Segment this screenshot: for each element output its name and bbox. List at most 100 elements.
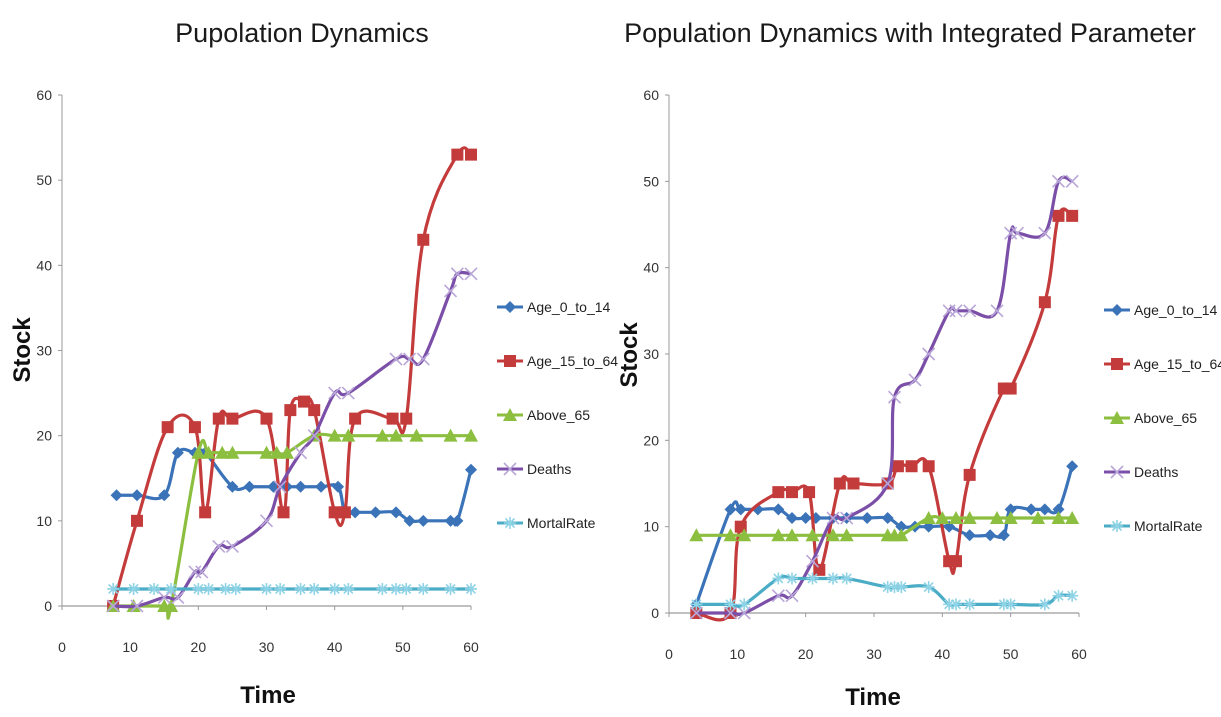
series-Age_0_to_14 [110, 446, 477, 527]
data-point [962, 511, 977, 525]
data-point [963, 304, 977, 318]
data-point [813, 563, 826, 576]
data-point [308, 404, 321, 417]
data-point [389, 352, 403, 366]
data-point [332, 480, 345, 493]
series-MortalRate [690, 572, 1079, 611]
data-point [349, 412, 362, 425]
legend-marker [504, 517, 516, 529]
data-point [805, 528, 820, 542]
y-tick-label: 30 [643, 346, 659, 362]
data-point [803, 486, 816, 499]
data-point [833, 477, 846, 490]
series-line-Above_65 [113, 432, 471, 620]
data-point [786, 512, 798, 525]
data-point [188, 421, 201, 434]
data-point [881, 512, 894, 525]
y-tick-label: 0 [651, 605, 659, 621]
chart-1-axes: 0 10 20 30 40 50 60 0 10 20 30 40 50 60 [36, 87, 479, 655]
legend-label: Deaths [1134, 464, 1178, 480]
data-point [342, 582, 355, 595]
x-tick-label: 40 [935, 646, 951, 662]
x-tick-label: 0 [58, 639, 66, 655]
data-point [922, 347, 936, 361]
legend-marker [1111, 358, 1123, 370]
data-point [327, 428, 342, 442]
data-point [130, 514, 143, 527]
data-point [465, 582, 477, 595]
data-point [771, 589, 785, 603]
series-Above_65 [689, 511, 1080, 542]
y-tick-label: 20 [643, 432, 659, 448]
data-point [375, 428, 390, 442]
data-point [963, 468, 976, 481]
data-point [888, 581, 901, 594]
data-point [464, 267, 478, 281]
data-point [260, 582, 273, 595]
data-point [1004, 382, 1017, 395]
legend-item-Age_0_to_14: Age_0_to_14 [497, 299, 611, 315]
x-tick-label: 10 [122, 639, 138, 655]
data-point [805, 554, 820, 568]
data-point [328, 386, 342, 400]
data-point [106, 599, 120, 613]
series-Deaths [689, 174, 1079, 620]
legend-marker [503, 462, 517, 476]
y-tick-label: 50 [36, 172, 52, 188]
data-point [772, 486, 785, 499]
data-point [225, 445, 240, 459]
legend-item-Deaths: Deaths [497, 461, 571, 477]
data-point [997, 529, 1010, 542]
data-point [376, 582, 389, 595]
data-point [157, 590, 171, 605]
data-point [260, 412, 273, 425]
series-MortalRate [107, 582, 477, 595]
x-tick-label: 30 [866, 646, 882, 662]
chart-2-series [689, 174, 1080, 622]
data-point [799, 512, 812, 525]
data-point [226, 480, 239, 493]
data-point [1038, 503, 1051, 516]
data-point [201, 445, 216, 459]
data-point [737, 528, 752, 542]
data-point [202, 582, 215, 595]
data-point [826, 511, 840, 525]
data-point [895, 581, 908, 594]
data-point [723, 528, 738, 542]
series-line-Deaths [696, 175, 1073, 616]
data-point [990, 511, 1004, 525]
data-point [294, 446, 308, 460]
data-point [806, 572, 819, 585]
data-point [935, 511, 950, 525]
y-tick-label: 30 [36, 343, 52, 359]
x-tick-label: 0 [665, 646, 673, 662]
data-point [148, 582, 161, 595]
data-point [1052, 589, 1065, 602]
data-point [229, 582, 242, 595]
data-point [161, 421, 174, 434]
data-point [171, 590, 185, 605]
data-point [451, 514, 464, 527]
data-point [690, 598, 703, 611]
chart-1-legend: Age_0_to_14 Age_15_to_64 Above_65 Deaths Mor… [497, 299, 618, 531]
data-point [1038, 598, 1051, 611]
data-point [226, 412, 239, 425]
data-point [738, 598, 751, 611]
series-line-Age_15_to_64 [111, 146, 472, 607]
x-tick-label: 40 [327, 639, 343, 655]
data-point [294, 480, 307, 493]
data-point [199, 506, 212, 519]
data-point [215, 445, 230, 459]
data-point [403, 352, 417, 366]
chart-1-xlabel: Time [240, 682, 296, 709]
chart-1: Pupolation Dynamics Stock Time 0 10 20 30 40… [9, 18, 618, 709]
data-point [110, 489, 123, 502]
data-point [963, 598, 976, 611]
data-point [315, 480, 328, 493]
y-tick-label: 40 [36, 257, 52, 273]
series-Above_65 [106, 428, 478, 620]
data-point [1051, 174, 1066, 188]
series-Age_15_to_64 [690, 207, 1079, 622]
legend-item-Deaths: Deaths [1104, 464, 1178, 480]
legend-marker [1110, 465, 1124, 479]
